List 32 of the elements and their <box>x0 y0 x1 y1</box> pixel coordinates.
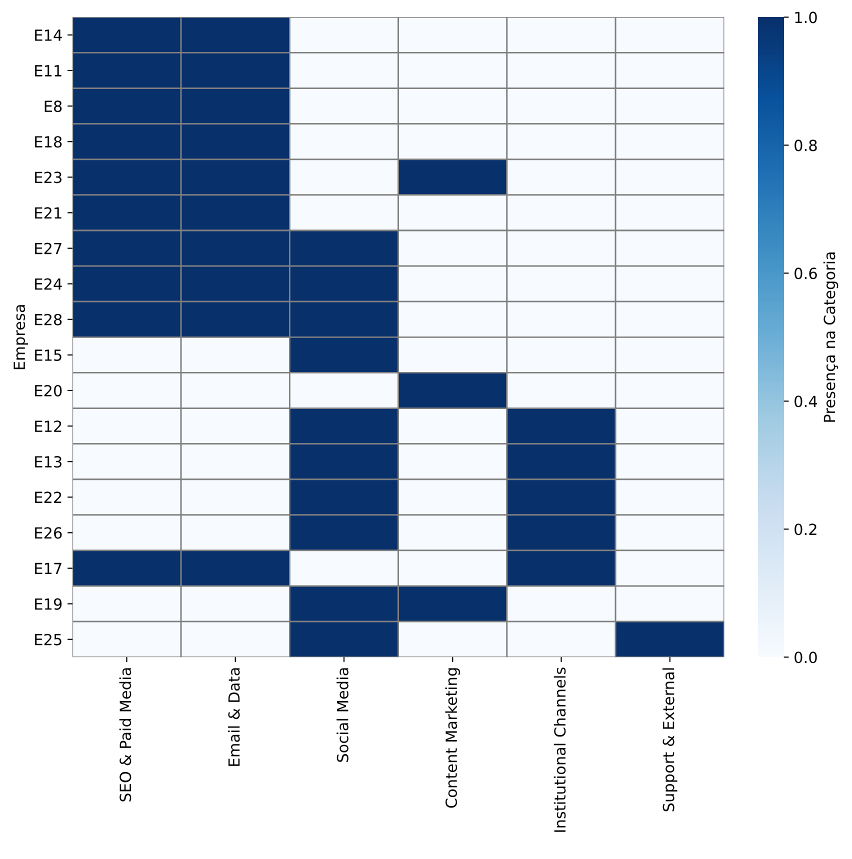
y-axis-title: Empresa <box>14 305 28 370</box>
y-tick-label: E28 <box>35 314 62 326</box>
y-tick-label: E21 <box>35 207 62 219</box>
y-tick-label: E26 <box>35 527 62 539</box>
y-tick-label: E8 <box>44 100 62 112</box>
x-tick-label: Social Media <box>336 668 348 762</box>
x-tick-label: Support & External <box>662 668 678 812</box>
y-tick-label: E17 <box>35 562 62 574</box>
x-tick-label: Content Marketing <box>445 668 460 808</box>
y-tick-label: E11 <box>35 65 62 76</box>
y-tick-label: E12 <box>35 420 62 432</box>
color-bar-label: 0.0 <box>794 652 817 664</box>
y-tick-label: E25 <box>35 634 62 646</box>
color-bar-label: 0.4 <box>794 396 817 408</box>
y-tick-label: E18 <box>35 136 62 148</box>
y-tick-label: E15 <box>35 350 62 361</box>
y-tick-label: E20 <box>35 384 62 397</box>
x-tick-label: SEO & Paid Media <box>119 668 132 802</box>
y-tick-label: E23 <box>35 172 62 184</box>
color-bar-label: 1.0 <box>795 12 817 24</box>
y-tick-label: E19 <box>35 598 62 610</box>
x-tick-label: Institutional Channels <box>554 668 566 832</box>
y-tick-label: E13 <box>35 456 62 468</box>
y-tick-label: E22 <box>35 492 62 503</box>
color-bar-label: 0.2 <box>794 524 816 536</box>
y-tick-label: E14 <box>35 30 62 41</box>
y-tick-label: E24 <box>35 278 62 290</box>
color-bar-title: Presença na Categoria <box>823 252 838 422</box>
color-bar-label: 0.6 <box>794 268 817 280</box>
y-tick-label: E27 <box>35 242 62 254</box>
color-bar-label: 0.8 <box>794 140 817 152</box>
x-tick-label: Email & Data <box>228 668 240 766</box>
